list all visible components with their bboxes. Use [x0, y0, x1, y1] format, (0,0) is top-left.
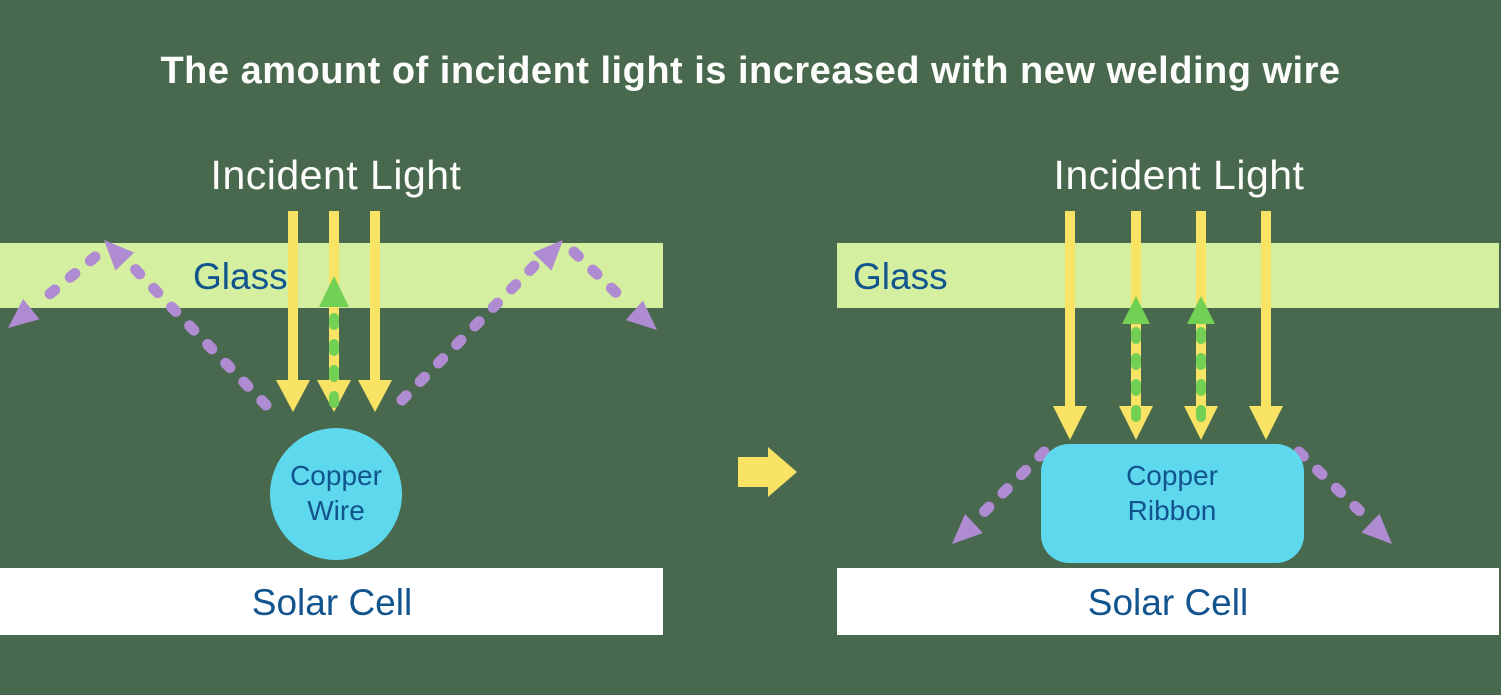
arrowhead-up-icon	[1187, 296, 1215, 324]
arrowhead-up-icon	[319, 276, 349, 307]
right-panel	[837, 211, 1499, 635]
bounced-back-light-arrow	[319, 276, 349, 423]
incident-light-label-right: Incident Light	[1053, 152, 1305, 198]
solar-cell-layer	[0, 568, 663, 635]
incident-light-arrow-icon	[358, 211, 392, 412]
solar-cell-label-right: Solar Cell	[1087, 582, 1249, 623]
arrowhead-down-right-icon	[625, 300, 657, 330]
copper-wire-shape	[270, 428, 402, 560]
solar-cell-layer	[837, 568, 1499, 635]
arrowhead-down-left-icon	[952, 514, 983, 544]
bounced-back-light-arrow	[1187, 296, 1215, 439]
bounced-back-light-arrow	[1122, 296, 1150, 439]
incident-light-arrow-icon	[1249, 211, 1283, 440]
arrowhead-up-left-icon	[104, 240, 135, 271]
redirected-light-path-right	[1293, 446, 1392, 544]
arrowhead-down-left-icon	[8, 299, 40, 328]
copper-wire-label-line2: Wire	[307, 495, 365, 526]
incident-light-arrow-icon	[1053, 211, 1087, 440]
transition-right-arrow-icon	[738, 447, 797, 497]
copper-ribbon-label-line1: Copper	[1126, 460, 1218, 491]
page-title: The amount of incident light is increase…	[160, 50, 1341, 92]
glass-layer	[837, 243, 1499, 308]
copper-ribbon-shape	[1041, 444, 1304, 563]
arrowhead-up-icon	[1122, 296, 1150, 324]
glass-label-left: Glass	[193, 256, 288, 297]
reflected-lost-light-path-right	[396, 240, 657, 406]
glass-label-right: Glass	[853, 256, 948, 297]
reflected-lost-light-path-left	[8, 240, 272, 411]
incident-light-arrow-icon	[276, 211, 310, 412]
copper-wire-label-line1: Copper	[290, 460, 382, 491]
copper-ribbon-label-line2: Ribbon	[1127, 495, 1217, 526]
arrowhead-up-right-icon	[532, 240, 563, 271]
incident-light-label-left: Incident Light	[210, 152, 462, 198]
copper-wire-label: Copper Wire	[236, 458, 436, 528]
solar-cell-label-left: Solar Cell	[251, 582, 413, 623]
arrowhead-down-right-icon	[1361, 513, 1392, 544]
left-panel	[0, 211, 663, 635]
redirected-light-path-left	[952, 446, 1050, 544]
copper-ribbon-label: Copper Ribbon	[1072, 458, 1272, 528]
